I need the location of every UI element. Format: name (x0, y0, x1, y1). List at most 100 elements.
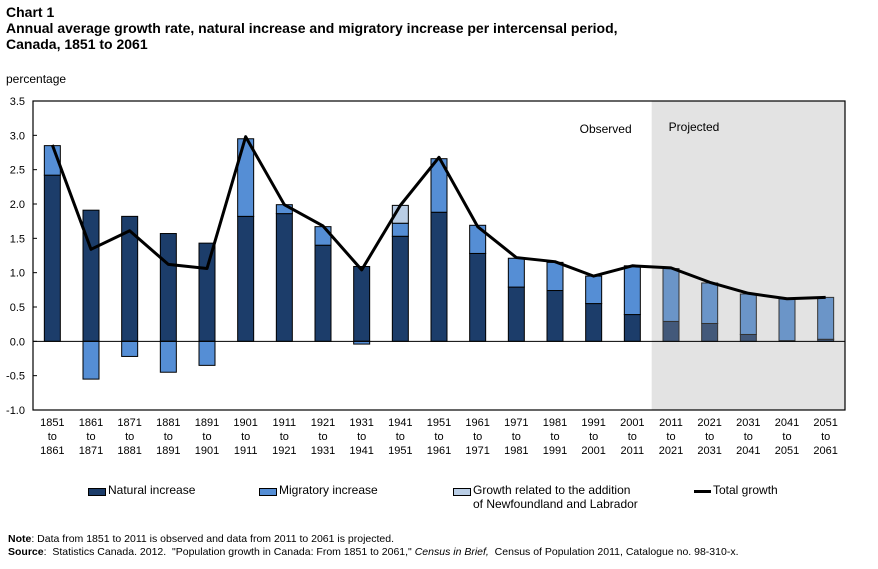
x-tick-label: 1971 (465, 445, 489, 457)
bar-natural (469, 252, 487, 342)
legend-swatch-migratory (259, 488, 277, 496)
bar-migratory (546, 261, 564, 292)
bar-migratory (739, 293, 757, 335)
bar-natural (507, 286, 525, 342)
x-tick-label: to (318, 431, 327, 443)
x-tick-label: to (744, 431, 753, 443)
x-tick-label: 1991 (543, 445, 567, 457)
legend-label: Total growth (713, 483, 778, 497)
y-tick-label: 0.0 (10, 336, 25, 348)
bar-migratory (778, 298, 796, 342)
source-text: : Statistics Canada. 2012. "Population g… (43, 546, 415, 558)
legend-swatch-nl (453, 488, 471, 496)
bar-migratory (662, 268, 680, 322)
note-label: Note (8, 533, 32, 545)
x-tick-label: 1881 (156, 417, 180, 429)
legend-line-total (694, 490, 711, 493)
x-tick-label: 1861 (40, 445, 64, 457)
x-tick-label: 1961 (465, 417, 489, 429)
x-tick-label: 2031 (697, 445, 721, 457)
bar-natural (237, 215, 255, 342)
x-tick-label: 1851 (40, 417, 64, 429)
chart-subtitle: Canada, 1851 to 2061 (6, 36, 148, 52)
bar-natural (546, 290, 564, 342)
x-tick-label: 2021 (659, 445, 683, 457)
x-tick-label: 1861 (79, 417, 103, 429)
bar-natural (353, 265, 371, 342)
total-growth-line (50, 135, 826, 301)
x-tick-label: to (512, 431, 521, 443)
bar-natural (43, 174, 61, 342)
source-label: Source (8, 546, 44, 558)
x-tick-label: 1891 (195, 417, 219, 429)
x-tick-label: 1921 (311, 417, 335, 429)
x-tick-label: 2061 (813, 445, 837, 457)
bar-natural (275, 213, 293, 342)
legend-label: of Newfoundland and Labrador (473, 497, 638, 511)
x-tick-label: 2001 (620, 417, 644, 429)
x-tick-label: 1871 (79, 445, 103, 457)
x-tick-label: to (705, 431, 714, 443)
projected-label: Projected (669, 120, 720, 134)
legend-total: Total growth (694, 483, 778, 497)
y-tick-label: 0.5 (10, 302, 25, 314)
x-tick-label: 1951 (427, 417, 451, 429)
x-tick-label: 1921 (272, 445, 296, 457)
x-tick-label: 1901 (233, 417, 257, 429)
bar-migratory (198, 340, 216, 366)
bar-natural (662, 320, 680, 342)
x-tick-label: 1911 (234, 445, 258, 457)
bar-migratory (121, 340, 139, 357)
y-tick-label: -0.5 (6, 371, 25, 383)
x-tick-label: to (357, 431, 366, 443)
legend-nl: Growth related to the addition of Newfoun… (453, 483, 638, 511)
source-text: Census of Population 2011, Catalogue no.… (488, 546, 739, 558)
x-tick-label: 1911 (273, 417, 297, 429)
x-tick-label: 1871 (117, 417, 141, 429)
x-tick-label: to (48, 431, 57, 443)
x-tick-label: to (164, 431, 173, 443)
y-tick-label: -1.0 (6, 405, 25, 417)
bar-natural (430, 211, 448, 342)
y-tick-label: 2.0 (10, 199, 25, 211)
x-tick-label: to (550, 431, 559, 443)
bar-migratory (585, 275, 603, 305)
bar-natural (159, 233, 177, 342)
x-tick-label: 2011 (659, 417, 683, 429)
bar-migratory (237, 138, 255, 217)
x-tick-label: to (202, 431, 211, 443)
bar-migratory (507, 257, 525, 288)
x-tick-label: 1931 (349, 417, 373, 429)
bar-natural (701, 322, 719, 342)
note-text: : Data from 1851 to 2011 is observed and… (31, 533, 395, 545)
y-tick-label: 1.5 (10, 233, 25, 245)
x-tick-label: to (628, 431, 637, 443)
source-italic: Census in Brief, (414, 546, 489, 558)
bar-migratory (159, 340, 177, 373)
bar-natural (198, 242, 216, 342)
bar-migratory (391, 222, 409, 237)
y-tick-label: 3.5 (10, 96, 25, 108)
x-tick-label: 2051 (813, 417, 837, 429)
x-tick-label: to (434, 431, 443, 443)
bar-migratory (817, 296, 835, 340)
x-tick-label: 2041 (736, 445, 760, 457)
x-tick-label: to (782, 431, 791, 443)
x-tick-label: to (86, 431, 95, 443)
legend-label: Migratory increase (279, 483, 378, 497)
legend-migratory: Migratory increase (259, 483, 378, 497)
bar-natural (391, 235, 409, 342)
plot-frame (32, 100, 846, 411)
x-tick-label: 2031 (736, 417, 760, 429)
legend-natural: Natural increase (88, 483, 195, 497)
bar-natural (585, 303, 603, 342)
x-tick-label: 1881 (117, 445, 141, 457)
x-tick-label: 1901 (195, 445, 219, 457)
y-tick-label: 2.5 (10, 165, 25, 177)
x-tick-label: 1941 (388, 417, 412, 429)
chart-title: Annual average growth rate, natural incr… (6, 20, 618, 36)
x-tick-label: to (821, 431, 830, 443)
x-tick-label: 1931 (311, 445, 335, 457)
bar-natural (739, 333, 757, 342)
y-axis-label: percentage (6, 72, 67, 86)
